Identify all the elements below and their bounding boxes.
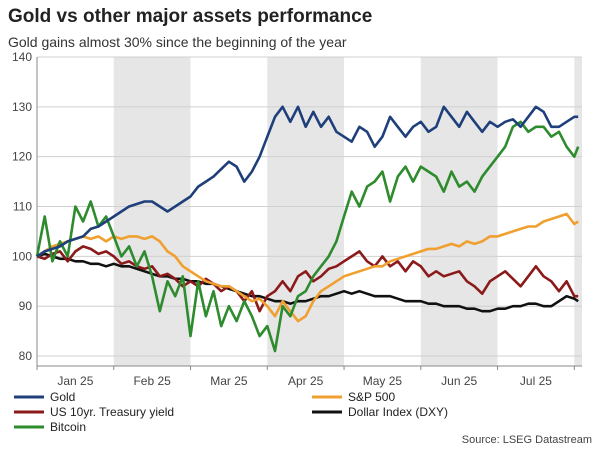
x-tick-label: Apr 25 (288, 374, 324, 388)
x-tick-label: Feb 25 (133, 374, 171, 388)
legend-label: Gold (50, 390, 75, 404)
series-line-us-10yr-treasury-yield (36, 245, 579, 313)
y-tick-label: 110 (13, 200, 32, 214)
shaded-month-0 (113, 57, 191, 366)
series-line-s-p-500 (36, 212, 579, 323)
y-tick-label: 130 (12, 100, 32, 114)
shaded-month-1 (267, 57, 345, 366)
x-axis: Jan 25 Feb 25 Mar 25 Apr 25 May 25 Jun 25 Jul … (36, 366, 575, 388)
y-tick-label: 140 (12, 50, 32, 64)
chart-subtitle: Gold gains almost 30% since the beginnin… (8, 34, 347, 50)
series-lines (35, 105, 580, 353)
y-tick-label: 90 (19, 299, 33, 313)
legend-label: US 10yr. Treasury yield (50, 405, 174, 419)
y-tick-label: 100 (12, 249, 32, 263)
series-line-bitcoin (35, 120, 580, 353)
x-tick-label: May 25 (363, 374, 403, 388)
legend-label: Dollar Index (DXY) (348, 405, 448, 419)
series-line-gold (36, 105, 579, 258)
shaded-month-2 (420, 57, 498, 366)
y-tick-label: 80 (19, 349, 33, 363)
source-note: Source: LSEG Datastream (461, 434, 592, 446)
legend: Gold S&P 500 US 10yr. Treasury yield Dollar… (14, 390, 448, 434)
legend-label: Bitcoin (50, 420, 86, 434)
chart-title: Gold vs other major assets performance (8, 6, 373, 27)
x-tick-label: Jul 25 (520, 374, 552, 388)
series-line-dollar-index-dxy (36, 252, 579, 313)
y-tick-label: 120 (12, 150, 32, 164)
month-shading (113, 57, 582, 366)
gridlines (37, 56, 582, 357)
x-tick-label: Mar 25 (210, 374, 248, 388)
shaded-month-3 (574, 57, 582, 366)
legend-label: S&P 500 (348, 390, 395, 404)
x-tick-label: Jan 25 (57, 374, 93, 388)
x-tick-label: Jun 25 (441, 374, 477, 388)
y-axis: 80 90 100 110 120 130 140 (12, 50, 582, 367)
